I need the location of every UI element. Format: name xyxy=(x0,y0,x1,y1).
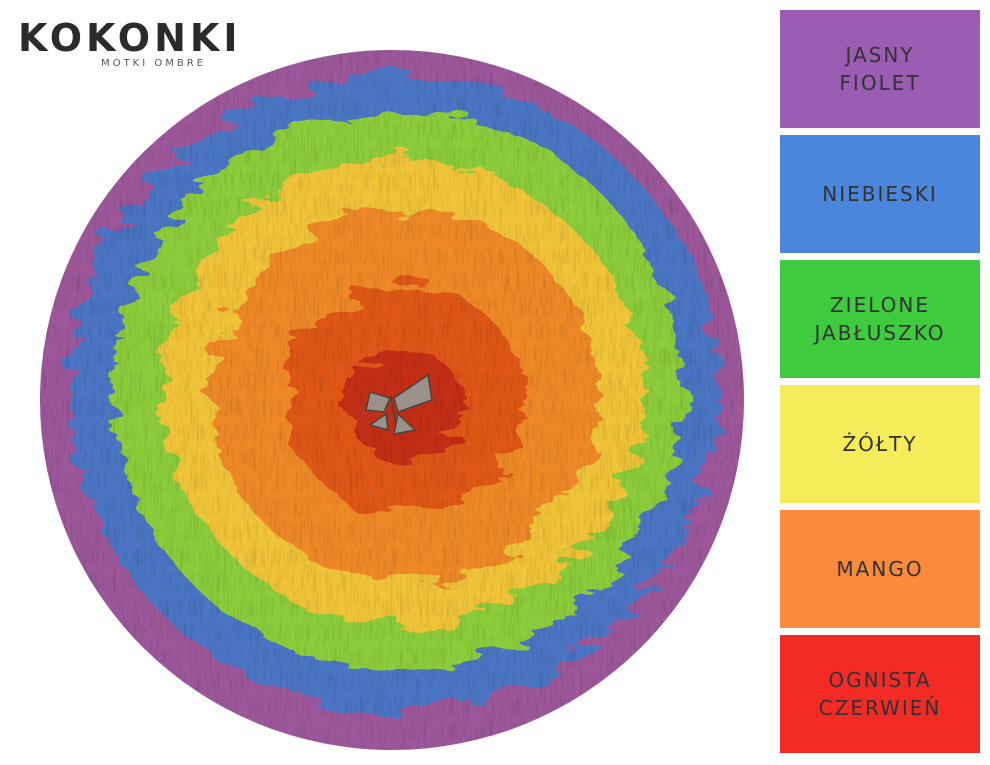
swatch-label: FIOLET xyxy=(839,71,921,95)
color-swatch: ŻÓŁTY xyxy=(780,385,980,503)
swatch-label: NIEBIESKI xyxy=(822,182,938,206)
swatch-label: JASNY xyxy=(845,43,915,67)
swatch-label: ZIELONE xyxy=(829,293,930,317)
color-swatch: ZIELONE JABŁUSZKO xyxy=(780,260,980,378)
brand-tagline: MOTKI OMBRE xyxy=(101,58,206,69)
color-swatch: MANGO xyxy=(780,510,980,628)
swatch-list: JASNY FIOLET NIEBIESKI ZIELONE JABŁUSZKO ŻÓŁT… xyxy=(780,10,980,760)
color-swatch: NIEBIESKI xyxy=(780,135,980,253)
brand-name: KOKONKI xyxy=(18,16,242,60)
swatch-label: OGNISTA xyxy=(828,668,932,692)
butterfly-charm xyxy=(365,373,433,435)
swatch-label: MANGO xyxy=(836,557,924,581)
color-swatch: OGNISTA CZERWIEŃ xyxy=(780,635,980,753)
swatch-label: JABŁUSZKO xyxy=(814,321,946,345)
swatch-label: CZERWIEŃ xyxy=(818,696,942,720)
color-swatch: JASNY FIOLET xyxy=(780,10,980,128)
logo: KOKONKI MOTKI OMBRE xyxy=(18,16,242,69)
yarn-cake xyxy=(40,50,744,750)
swatch-label: ŻÓŁTY xyxy=(842,432,918,456)
